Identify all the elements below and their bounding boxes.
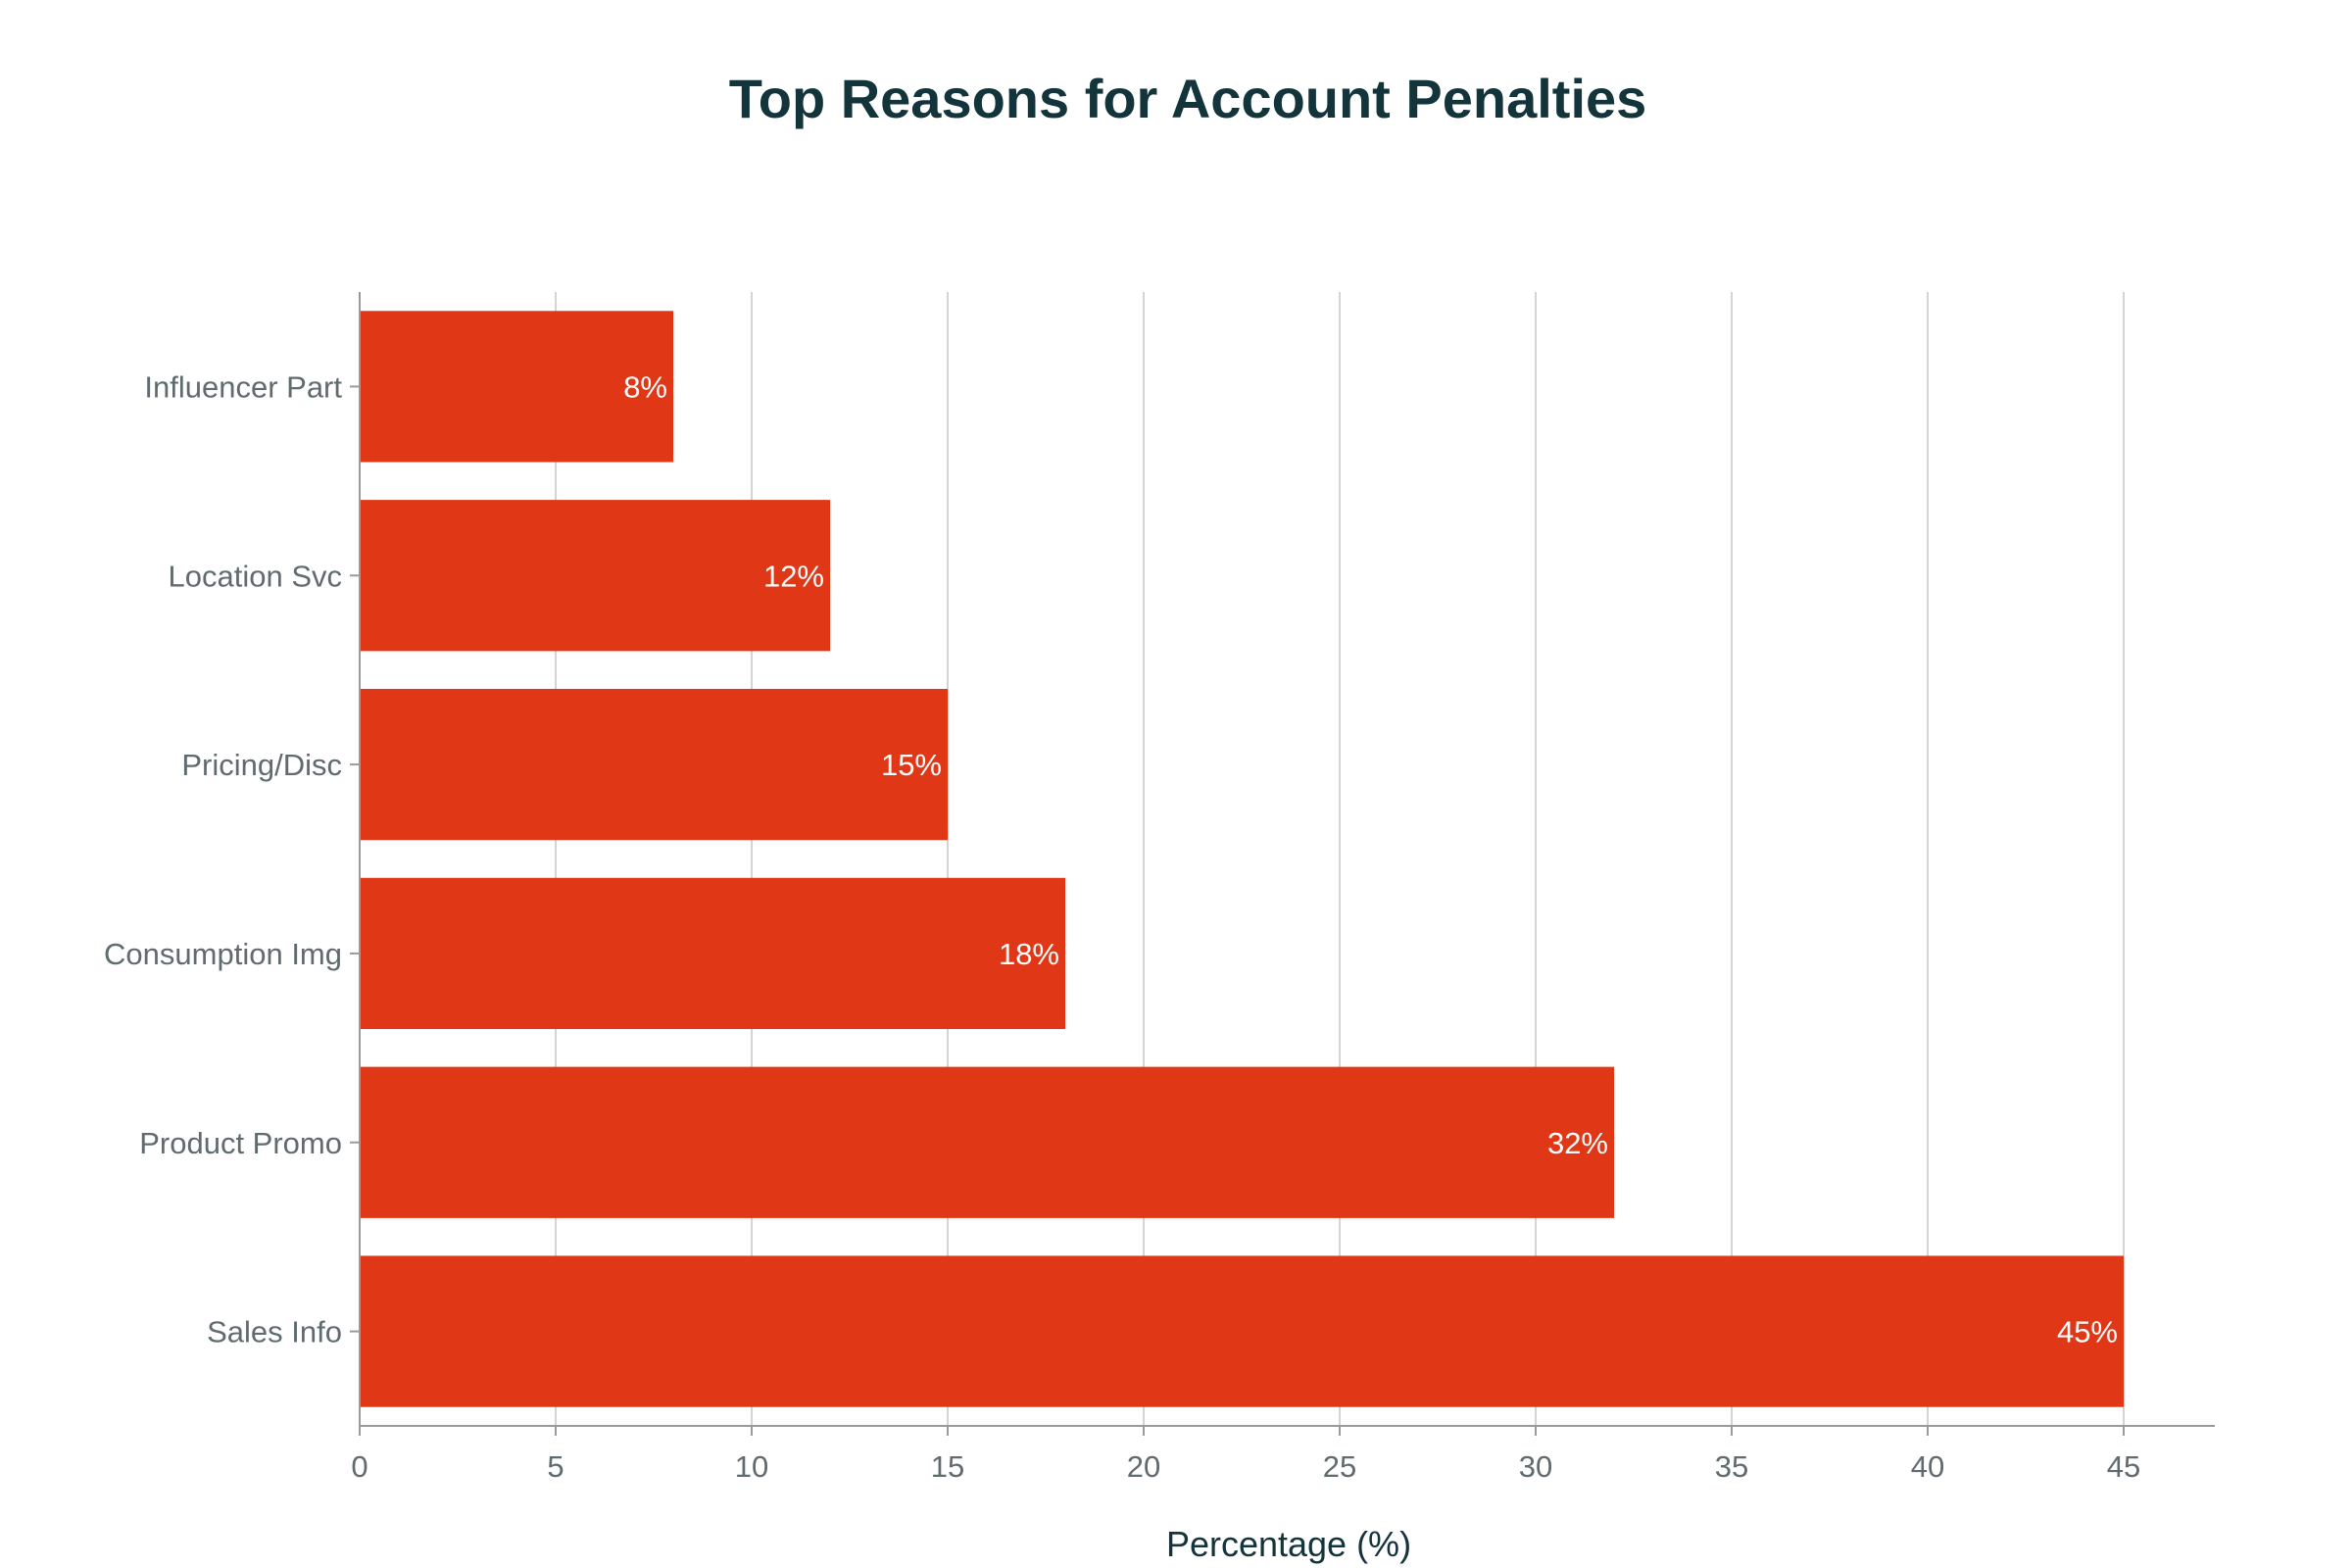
category-label: Pricing/Disc xyxy=(181,748,342,782)
category-label: Influencer Part xyxy=(144,369,342,404)
x-tick-label: 45 xyxy=(2107,1449,2140,1484)
x-tick-label: 25 xyxy=(1323,1449,1356,1484)
x-tick-label: 20 xyxy=(1127,1449,1160,1484)
category-label: Product Promo xyxy=(139,1126,342,1160)
x-axis-title: Percentage (%) xyxy=(1166,1524,1411,1564)
bar xyxy=(360,1066,1614,1218)
bar xyxy=(360,688,948,841)
category-label: Sales Info xyxy=(207,1315,342,1349)
x-tick-label: 35 xyxy=(1715,1449,1748,1484)
grid-lines xyxy=(555,292,2125,1426)
bars xyxy=(360,311,2124,1407)
bar-value-label: 32% xyxy=(1547,1126,1608,1160)
x-tick-label: 15 xyxy=(931,1449,964,1484)
x-tick-label: 10 xyxy=(735,1449,768,1484)
bar-value-label: 45% xyxy=(2057,1315,2118,1349)
bar xyxy=(360,311,673,463)
x-tick-label: 30 xyxy=(1519,1449,1552,1484)
bar-value-label: 12% xyxy=(763,559,824,593)
x-tick-label: 0 xyxy=(351,1449,368,1484)
x-tick-label: 40 xyxy=(1911,1449,1944,1484)
bar xyxy=(360,1255,2124,1407)
bar xyxy=(360,877,1065,1030)
axes xyxy=(350,292,2215,1436)
category-label: Location Svc xyxy=(169,559,343,593)
category-label: Consumption Img xyxy=(104,937,342,971)
x-tick-label: 5 xyxy=(547,1449,564,1484)
labels: 0 5 10 15 20 25 30 35 40 45 Sales Info 45% Product P… xyxy=(104,369,2140,1484)
chart-title: Top Reasons for Account Penalties xyxy=(729,68,1647,129)
bar-value-label: 18% xyxy=(999,937,1059,971)
bar-value-label: 8% xyxy=(623,369,667,404)
bar xyxy=(360,500,830,652)
bar-value-label: 15% xyxy=(881,748,942,782)
